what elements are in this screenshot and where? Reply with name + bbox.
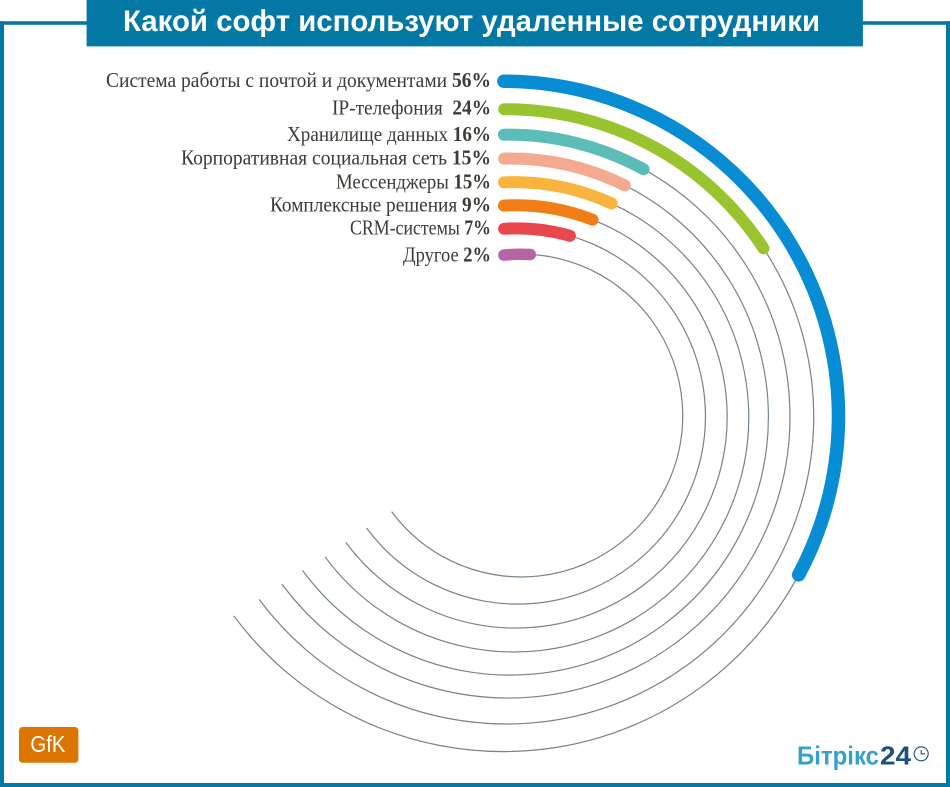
svg-text:Другое 2%: Другое 2%	[403, 242, 491, 266]
svg-text:Хранилище данных 16%: Хранилище данных 16%	[287, 122, 491, 146]
svg-text:Мессенджеры 15%: Мессенджеры 15%	[336, 169, 491, 193]
svg-text:Какой софт используют удаленны: Какой софт используют удаленные сотрудни…	[123, 5, 820, 38]
svg-text:CRM-системы 7%: CRM-системы 7%	[350, 216, 491, 240]
svg-text:24: 24	[880, 741, 912, 771]
svg-text:GfK: GfK	[30, 731, 66, 757]
svg-text:Бітрікс: Бітрікс	[797, 741, 879, 771]
svg-text:Система работы с почтой и доку: Система работы с почтой и документами 56…	[106, 68, 491, 92]
svg-text:Комплексные решения 9%: Комплексные решения 9%	[270, 193, 491, 217]
svg-text:Корпоративная социальная сеть: Корпоративная социальная сеть 15%	[181, 145, 491, 169]
svg-text:IP-телефония 24%: IP-телефония 24%	[332, 96, 491, 120]
